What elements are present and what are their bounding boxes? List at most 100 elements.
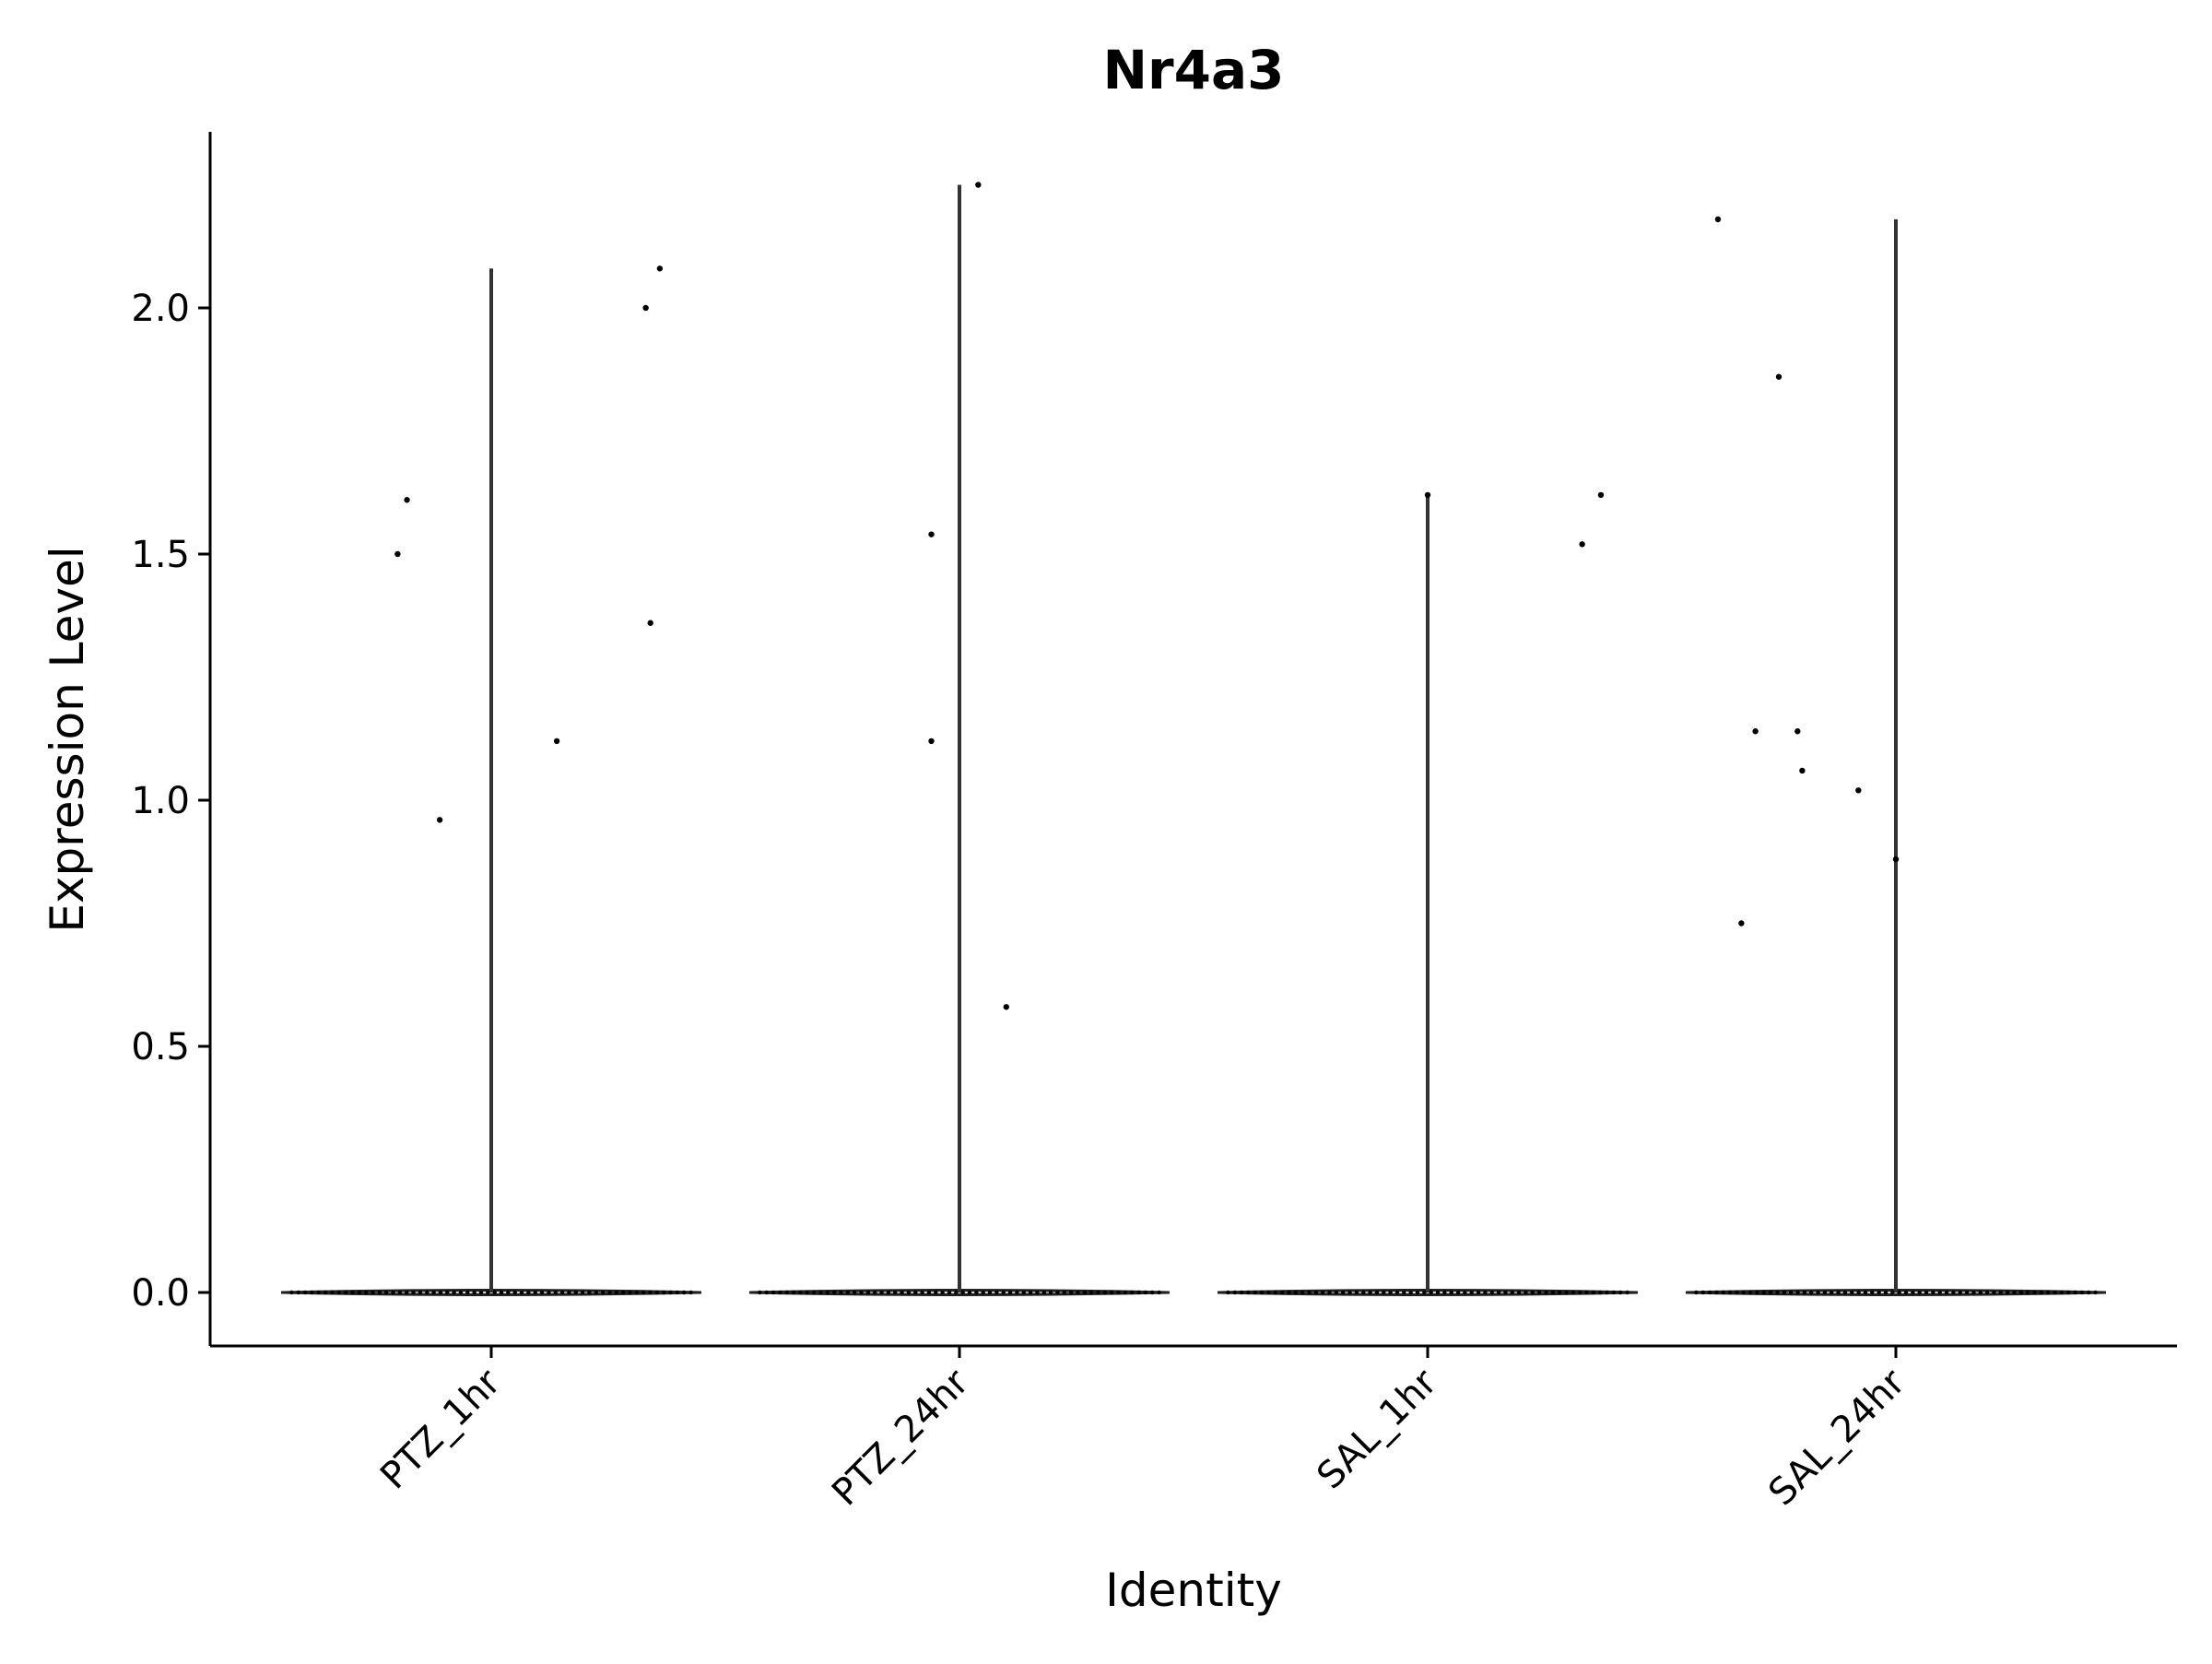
zero-point <box>1992 1290 1996 1295</box>
zero-point <box>1503 1290 1508 1295</box>
zero-point <box>506 1290 511 1295</box>
zero-point <box>1856 1290 1861 1295</box>
zero-point <box>553 1290 558 1295</box>
zero-point <box>1035 1290 1040 1295</box>
y-tick-label: 1.5 <box>131 534 190 576</box>
zero-point <box>1320 1290 1325 1295</box>
zero-point <box>831 1290 837 1295</box>
zero-point <box>1694 1290 1699 1295</box>
zero-point <box>1971 1290 1976 1295</box>
data-point <box>928 738 935 745</box>
zero-point <box>1076 1290 1080 1295</box>
zero-point <box>363 1290 369 1295</box>
data-point <box>642 304 649 312</box>
zero-point <box>1897 1290 1901 1295</box>
zero-point <box>920 1290 924 1295</box>
zero-point <box>634 1290 640 1295</box>
zero-point <box>2059 1290 2065 1295</box>
zero-point <box>852 1290 857 1295</box>
zero-point <box>1516 1290 1522 1295</box>
zero-point <box>1150 1290 1155 1295</box>
zero-point <box>357 1290 362 1295</box>
zero-point <box>296 1290 300 1295</box>
zero-point <box>465 1290 470 1295</box>
zero-point <box>1584 1290 1589 1295</box>
zero-point <box>323 1290 328 1295</box>
zero-point <box>1293 1290 1299 1295</box>
zero-point <box>330 1290 335 1295</box>
zero-point <box>906 1290 912 1295</box>
zero-point <box>771 1290 776 1295</box>
zero-point <box>628 1290 632 1295</box>
zero-point <box>1253 1290 1257 1295</box>
zero-point <box>1530 1290 1535 1295</box>
zero-point <box>2073 1290 2077 1295</box>
zero-point <box>1984 1290 1990 1295</box>
zero-point <box>1842 1290 1848 1295</box>
zero-point <box>839 1290 843 1295</box>
zero-point <box>2018 1290 2024 1295</box>
data-point <box>1597 491 1605 499</box>
zero-point <box>1001 1290 1006 1295</box>
zero-point <box>1021 1290 1026 1295</box>
zero-point <box>1564 1290 1569 1295</box>
zero-point <box>648 1290 653 1295</box>
zero-point <box>1536 1290 1542 1295</box>
data-point <box>436 817 443 823</box>
zero-point <box>1361 1290 1366 1295</box>
zero-point <box>1496 1290 1501 1295</box>
zero-point <box>1747 1290 1753 1295</box>
chart-title: Nr4a3 <box>1103 39 1285 101</box>
zero-point <box>2079 1290 2085 1295</box>
zero-point <box>371 1290 375 1295</box>
zero-point <box>1707 1290 1712 1295</box>
zero-point <box>1408 1290 1413 1295</box>
zero-point <box>1591 1290 1596 1295</box>
zero-point <box>825 1290 830 1295</box>
zero-point <box>1266 1290 1271 1295</box>
x-tick-label: SAL_24hr <box>1760 1361 1913 1514</box>
zero-point <box>1300 1290 1305 1295</box>
zero-point <box>1429 1290 1433 1295</box>
data-point <box>404 497 410 503</box>
zero-point <box>1625 1290 1630 1295</box>
zero-point <box>1015 1290 1019 1295</box>
data-point <box>1794 728 1801 735</box>
zero-point <box>452 1290 456 1295</box>
zero-point <box>1341 1290 1346 1295</box>
zero-point <box>960 1290 965 1295</box>
zero-point <box>1088 1290 1094 1295</box>
zero-point <box>811 1290 817 1295</box>
zero-point <box>798 1290 803 1295</box>
zero-point <box>458 1290 464 1295</box>
zero-point <box>1068 1290 1074 1295</box>
zero-point <box>1944 1290 1949 1295</box>
zero-point <box>1415 1290 1420 1295</box>
zero-point <box>1435 1290 1441 1295</box>
zero-point <box>1130 1290 1135 1295</box>
zero-point <box>512 1290 517 1295</box>
zero-point <box>758 1290 762 1295</box>
zero-point <box>1239 1290 1244 1295</box>
zero-point <box>1727 1290 1733 1295</box>
zero-point <box>2087 1290 2091 1295</box>
zero-point <box>1354 1290 1359 1295</box>
zero-point <box>2025 1290 2030 1295</box>
zero-point <box>600 1290 606 1295</box>
zero-point <box>641 1290 646 1295</box>
zero-point <box>1449 1290 1453 1295</box>
zero-point <box>1998 1290 2004 1295</box>
zero-point <box>1761 1290 1767 1295</box>
x-tick-label: PTZ_1hr <box>372 1361 509 1497</box>
zero-point <box>940 1290 945 1295</box>
zero-point <box>682 1290 687 1295</box>
zero-point <box>764 1290 769 1295</box>
data-point <box>553 738 560 745</box>
zero-point <box>1157 1290 1161 1295</box>
zero-point <box>818 1290 823 1295</box>
zero-point <box>1836 1290 1841 1295</box>
zero-point <box>1055 1290 1060 1295</box>
zero-point <box>559 1290 565 1295</box>
zero-point <box>533 1290 537 1295</box>
y-axis-label: Expression Level <box>41 546 94 932</box>
